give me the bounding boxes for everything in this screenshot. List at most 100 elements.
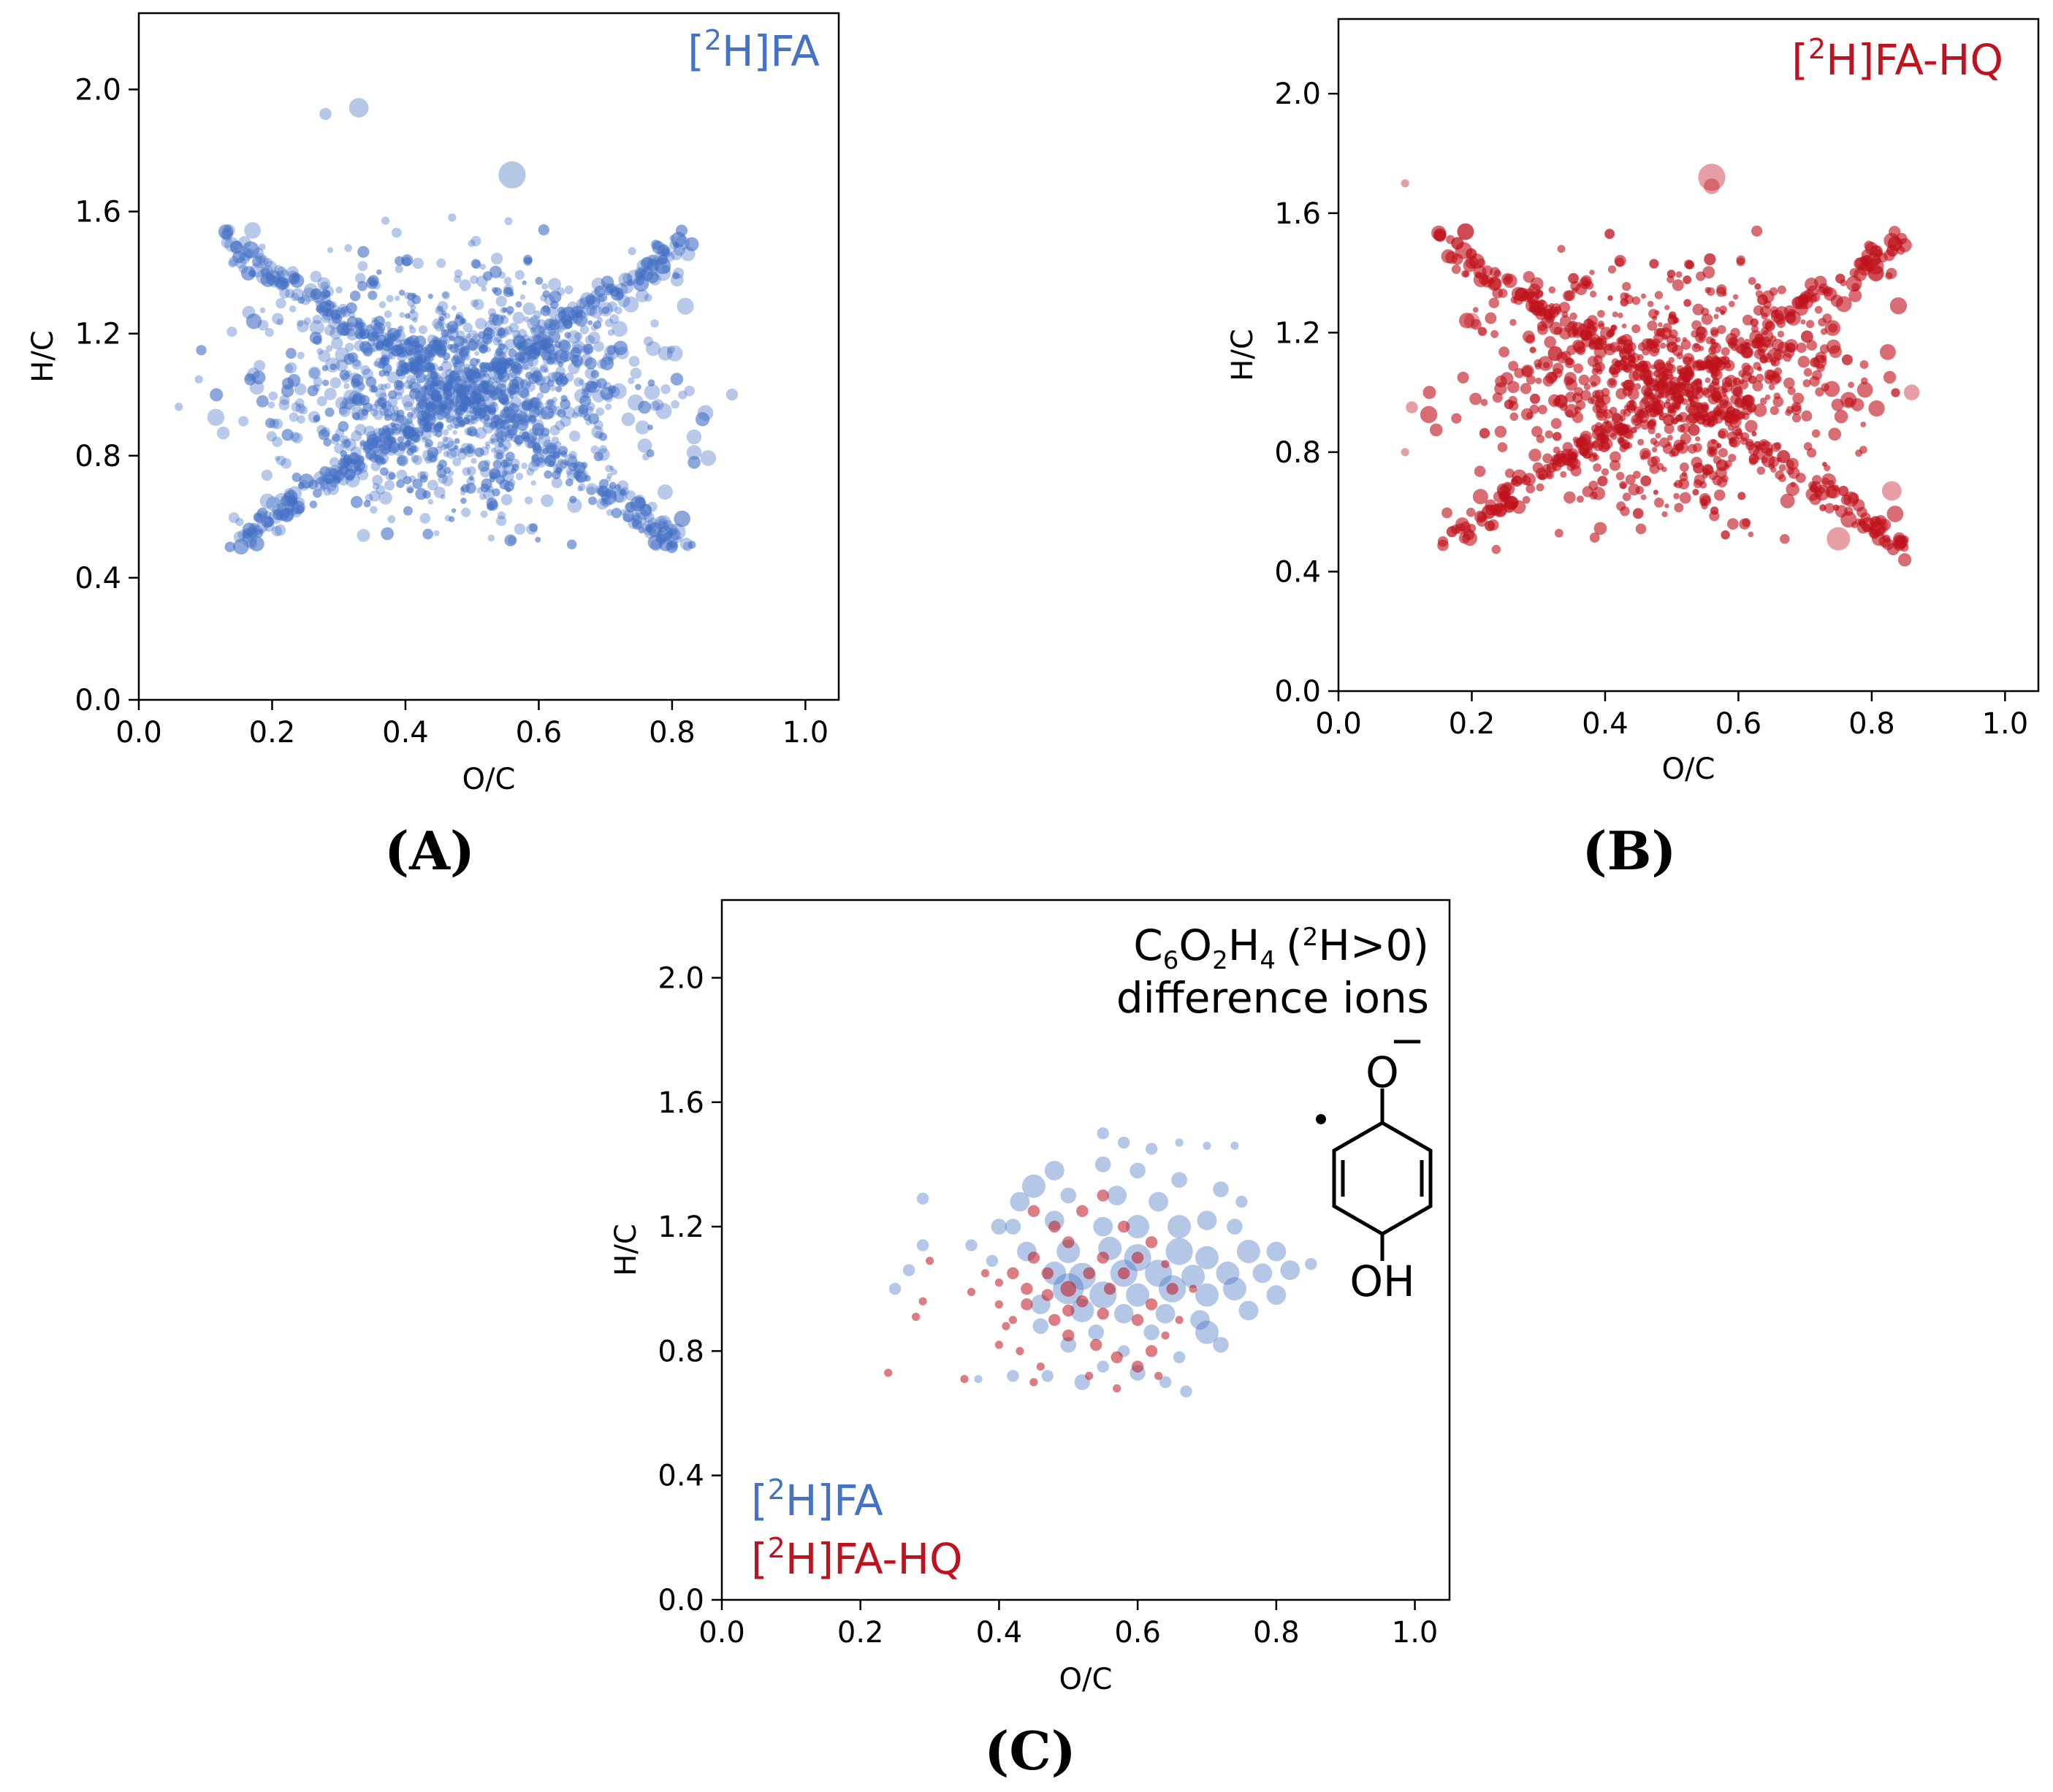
data-point	[351, 378, 360, 388]
data-point	[655, 403, 672, 419]
data-point	[527, 461, 539, 472]
data-point	[408, 475, 416, 483]
data-point	[194, 375, 203, 384]
data-point	[338, 475, 349, 486]
data-point	[354, 319, 366, 331]
data-point	[398, 289, 405, 296]
data-point	[278, 276, 288, 285]
data-point	[542, 448, 549, 454]
data-point	[514, 435, 523, 445]
data-point	[310, 270, 322, 283]
data-point	[390, 422, 397, 428]
data-point	[1588, 481, 1599, 491]
data-point	[452, 354, 460, 361]
data-point	[367, 290, 378, 300]
data-point	[444, 313, 451, 319]
data-point	[1880, 344, 1896, 360]
data-point	[424, 343, 434, 353]
data-point	[584, 367, 597, 379]
data-point	[531, 436, 540, 446]
data-point	[538, 449, 544, 455]
data-point	[442, 435, 449, 442]
data-point	[248, 270, 256, 278]
data-point	[370, 408, 378, 416]
data-point	[527, 346, 540, 359]
data-point	[503, 481, 514, 492]
data-point	[1889, 297, 1907, 315]
data-point	[441, 386, 451, 396]
data-point	[501, 419, 508, 425]
data-point	[555, 386, 563, 392]
data-point	[450, 397, 459, 405]
data-point	[1814, 305, 1823, 314]
data-point	[460, 489, 466, 496]
data-point	[259, 243, 266, 251]
data-point	[385, 331, 395, 341]
data-point	[1696, 271, 1706, 281]
data-point	[658, 518, 666, 527]
data-point	[310, 288, 322, 300]
data-point	[373, 409, 384, 421]
data-point	[585, 483, 598, 495]
data-point	[569, 495, 577, 503]
data-point	[438, 366, 443, 372]
data-point	[442, 384, 452, 394]
data-point	[574, 309, 583, 318]
data-point	[507, 359, 514, 366]
x-tick-label: 0.6	[516, 716, 563, 750]
data-point	[1647, 300, 1654, 308]
data-point	[276, 270, 284, 279]
data-point	[549, 425, 560, 436]
data-point	[634, 267, 646, 278]
data-point	[498, 392, 509, 404]
data-point	[284, 364, 294, 373]
data-point	[1522, 496, 1531, 504]
data-point	[680, 246, 696, 262]
x-tick-label: 0.2	[249, 716, 296, 750]
data-point	[403, 426, 416, 438]
data-point	[635, 384, 641, 390]
data-point	[589, 305, 603, 319]
data-point	[376, 451, 389, 465]
data-point	[502, 307, 508, 313]
data-point	[467, 430, 473, 436]
data-point	[608, 385, 617, 394]
data-point	[518, 340, 527, 349]
data-point	[1859, 446, 1867, 454]
data-point	[362, 444, 373, 454]
data-point	[579, 291, 595, 307]
data-point	[432, 335, 439, 343]
data-point	[370, 437, 383, 449]
data-point	[511, 463, 519, 472]
data-point	[503, 405, 509, 413]
data-point	[522, 280, 527, 286]
data-point	[478, 411, 485, 419]
data-point	[461, 507, 471, 517]
data-point	[297, 319, 304, 327]
data-point	[286, 266, 299, 278]
data-point	[599, 498, 607, 506]
data-point	[614, 484, 622, 491]
data-point	[263, 258, 273, 267]
data-point	[1898, 553, 1912, 567]
data-point	[471, 457, 477, 465]
data-point	[530, 347, 537, 354]
data-point	[330, 301, 337, 308]
data-point	[550, 300, 559, 310]
data-point	[462, 368, 473, 380]
data-point	[528, 414, 536, 422]
data-point	[555, 467, 562, 473]
data-point	[644, 294, 652, 302]
data-point	[359, 328, 370, 340]
data-point	[405, 346, 414, 356]
data-point	[357, 281, 367, 291]
data-point	[503, 416, 511, 424]
data-point	[333, 469, 345, 481]
data-point	[453, 383, 465, 394]
data-point	[281, 281, 290, 289]
data-point	[1675, 403, 1680, 408]
data-point	[338, 421, 349, 432]
data-point	[299, 473, 314, 489]
data-point	[484, 320, 497, 332]
data-point	[480, 510, 488, 518]
